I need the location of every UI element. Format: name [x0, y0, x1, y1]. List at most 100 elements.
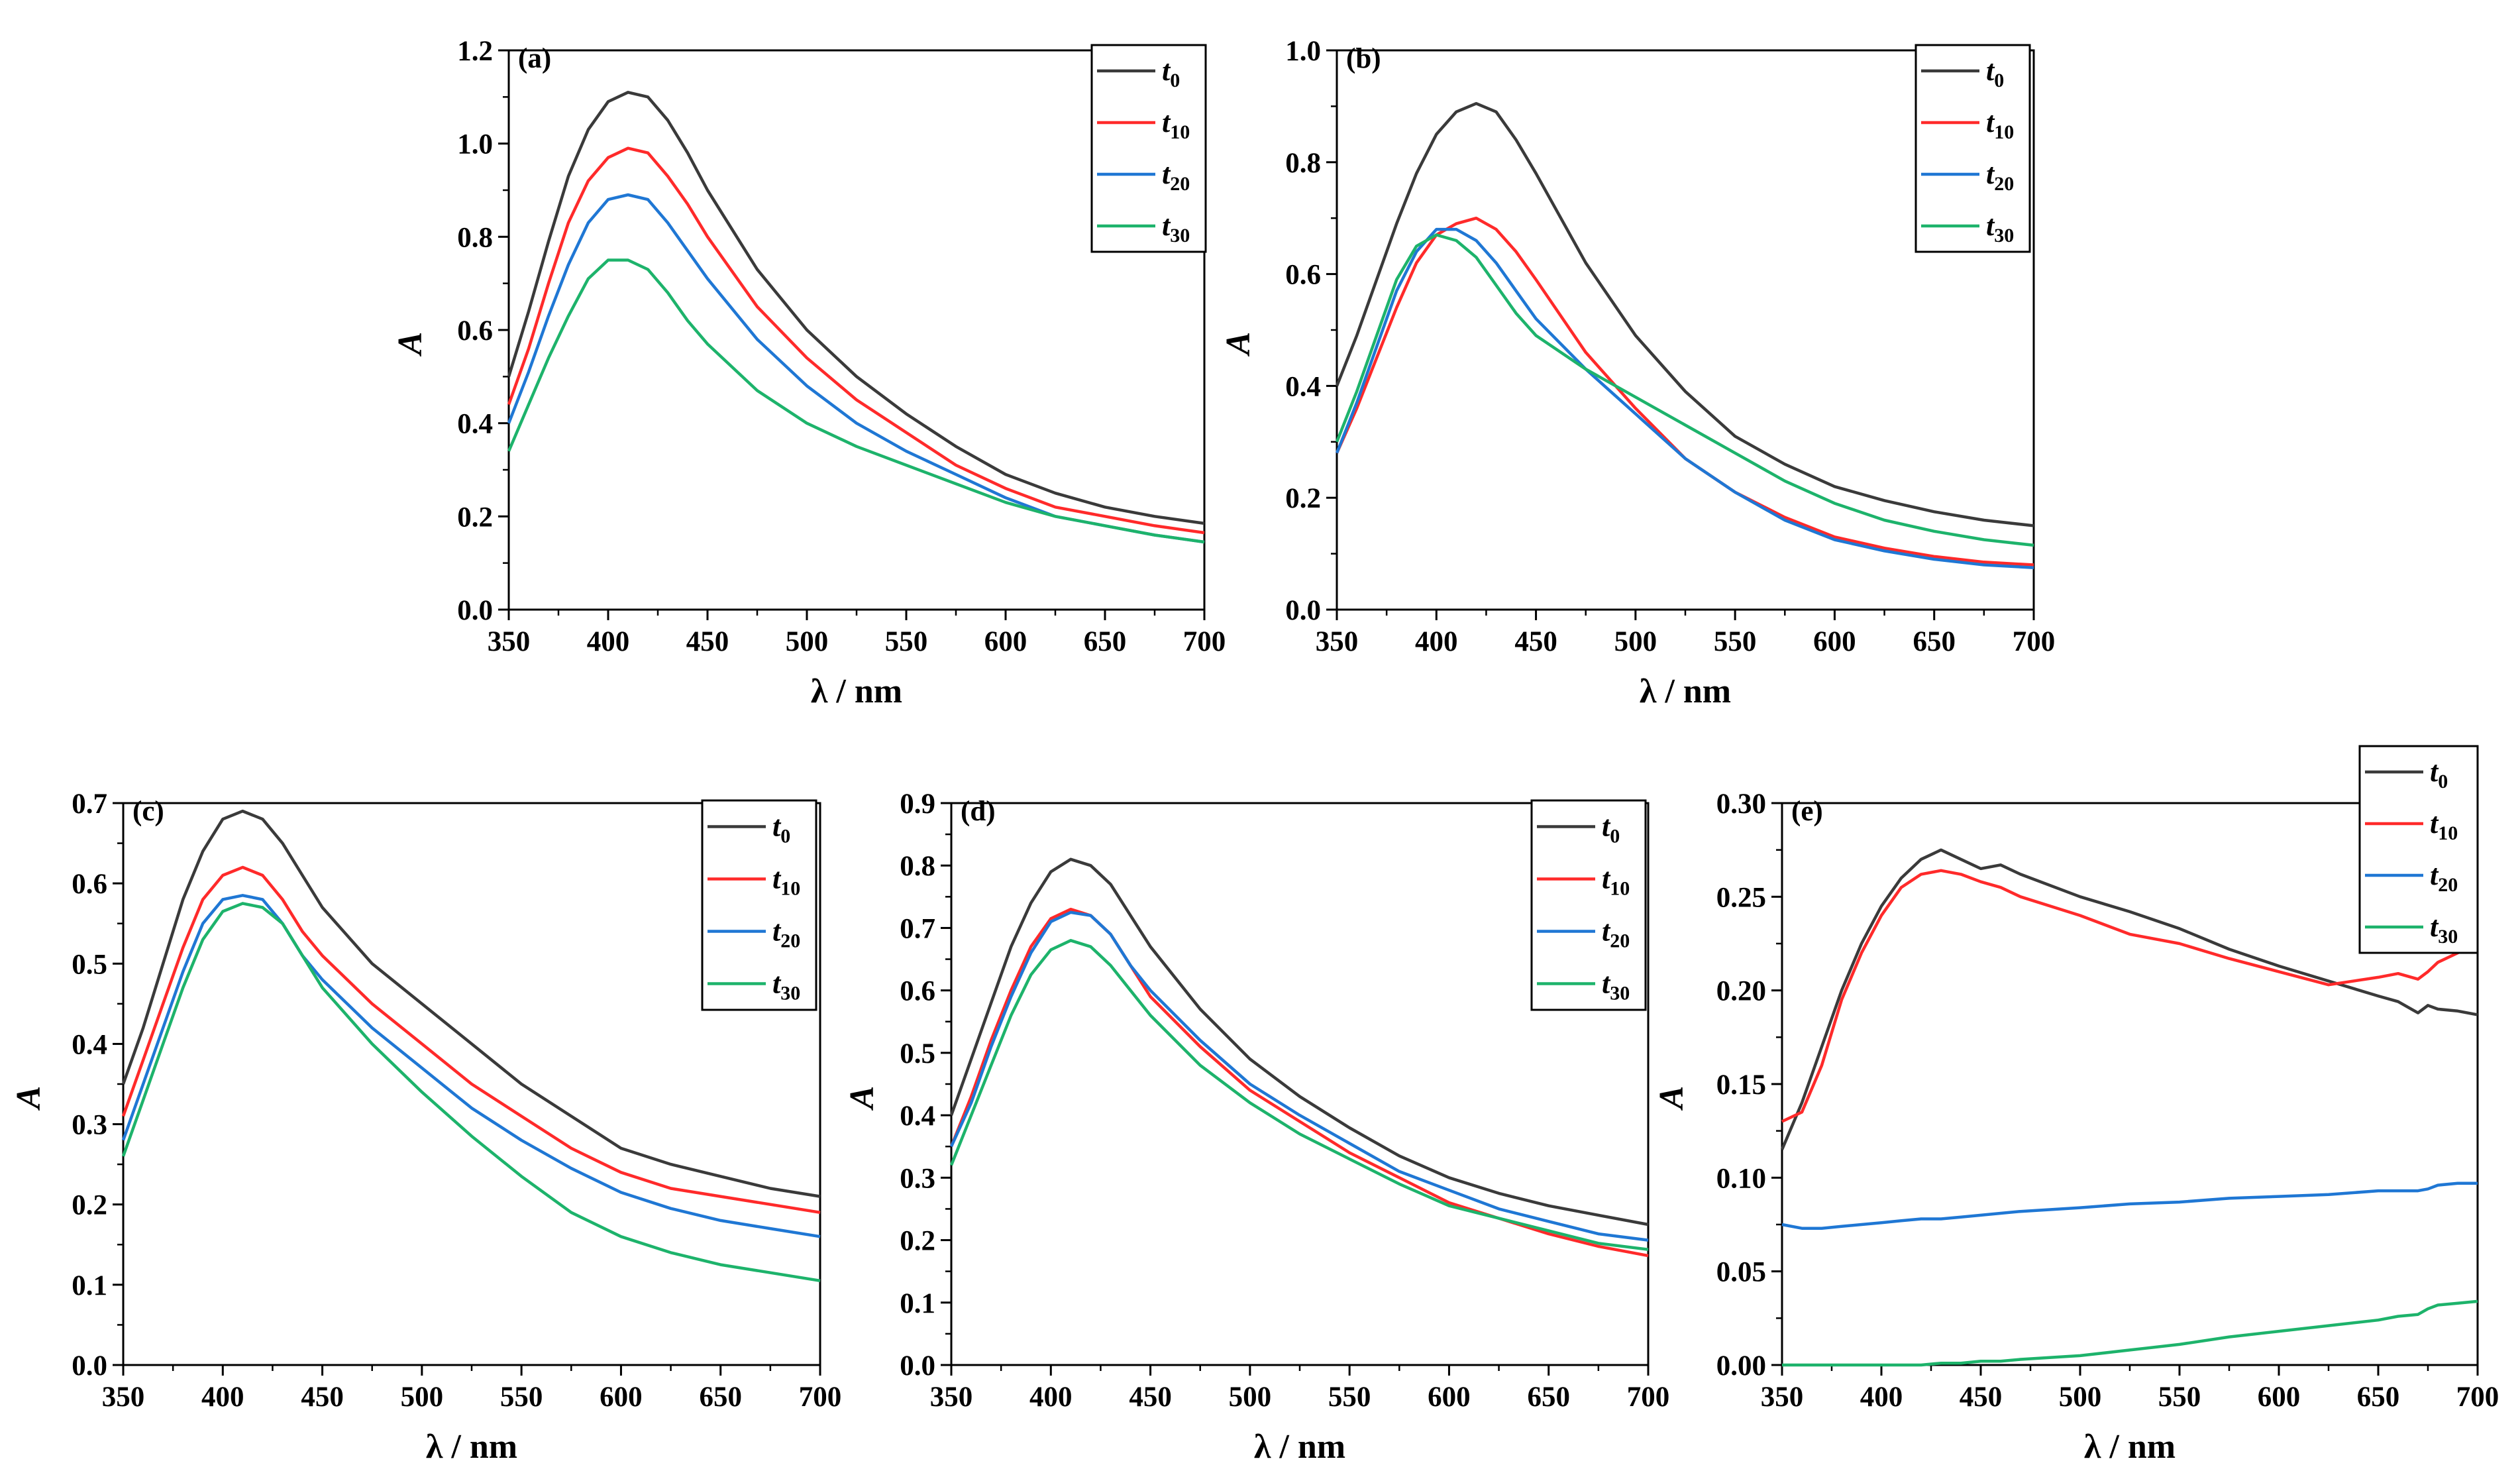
panel-label: (b): [1346, 43, 1381, 74]
panel-label: (e): [1791, 796, 1823, 827]
x-tick-label: 500: [401, 1382, 444, 1413]
x-tick-label: 550: [2158, 1382, 2201, 1413]
x-tick-label: 550: [500, 1382, 543, 1413]
y-tick-label: 0.2: [900, 1226, 935, 1257]
y-axis-title: A: [843, 1086, 881, 1111]
y-tick-label: 0.4: [900, 1101, 935, 1132]
x-tick-label: 600: [2258, 1382, 2301, 1413]
x-axis-title: λ / nm: [1254, 1428, 1345, 1466]
series-line-t10: [1781, 869, 2478, 1123]
y-tick-label: 0.0: [457, 595, 493, 626]
x-tick-label: 650: [2357, 1382, 2400, 1413]
y-axis-title: A: [392, 332, 429, 357]
series-line-t20: [949, 910, 1649, 1242]
x-tick-label: 550: [1328, 1382, 1371, 1413]
series-line-t10: [1335, 216, 2034, 567]
series-line-t20: [1335, 227, 2034, 569]
panel-label: (d): [961, 796, 996, 827]
x-tick-label: 600: [1428, 1382, 1471, 1413]
y-tick-label: 1.2: [457, 36, 493, 67]
y-tick-label: 0.20: [1716, 976, 1766, 1007]
y-tick-label: 0.4: [1285, 371, 1321, 402]
y-tick-label: 0.15: [1716, 1069, 1766, 1101]
x-tick-label: 400: [1860, 1382, 1903, 1413]
legend-box: [2358, 745, 2479, 954]
x-axis-title: λ / nm: [426, 1428, 517, 1466]
x-tick-label: 700: [2456, 1382, 2499, 1413]
series-line-t0: [949, 857, 1649, 1227]
x-tick-label: 600: [600, 1382, 643, 1413]
x-tick-label: 650: [1084, 626, 1127, 657]
panel-label: (c): [132, 796, 164, 827]
panel-c: 350 400 450 500 550 600 650 700 0.0 0.1 0.2 0.3 0.4 0…: [10, 789, 841, 1466]
x-tick-label: 550: [885, 626, 928, 657]
y-tick-label: 0.4: [457, 409, 493, 440]
panel-b: 350 400 450 500 550 600 650 700 0.0 0.2 0.4 0.6 0.8 1…: [1220, 36, 2055, 710]
x-tick-label: 350: [488, 626, 531, 657]
y-tick-label: 0.00: [1716, 1350, 1766, 1382]
y-tick-label: 0.7: [900, 913, 935, 944]
y-axis-title: A: [10, 1086, 48, 1111]
x-tick-label: 650: [1913, 626, 1956, 657]
y-tick-label: 0.2: [1285, 483, 1321, 514]
x-tick-label: 450: [1960, 1382, 2003, 1413]
x-tick-label: 350: [930, 1382, 973, 1413]
x-tick-label: 450: [1514, 626, 1557, 657]
x-tick-label: 500: [1614, 626, 1657, 657]
x-tick-label: 450: [1129, 1382, 1172, 1413]
y-tick-label: 0.6: [72, 869, 107, 900]
y-tick-label: 0.4: [72, 1029, 107, 1060]
y-tick-label: 0.5: [72, 949, 107, 980]
x-tick-label: 350: [102, 1382, 145, 1413]
y-tick-label: 0.1: [72, 1270, 107, 1301]
y-tick-label: 0.0: [900, 1350, 935, 1382]
x-tick-label: 500: [2059, 1382, 2102, 1413]
x-tick-label: 500: [786, 626, 829, 657]
series-line-t30: [121, 902, 821, 1283]
panel-d: 350 400 450 500 550 600 650 700 0.0 0.1 0.2 0.3 0.4 0…: [843, 789, 1669, 1466]
x-tick-label: 450: [686, 626, 729, 657]
x-axis-title: λ / nm: [1640, 673, 1731, 710]
y-tick-label: 0.25: [1716, 882, 1766, 913]
y-tick-label: 0.3: [72, 1110, 107, 1141]
series-line-t30: [949, 939, 1649, 1251]
panel-label: (a): [518, 43, 551, 74]
series-line-t30: [1335, 233, 2034, 547]
x-tick-label: 700: [1627, 1382, 1670, 1413]
series-line-t20: [121, 894, 821, 1238]
legend-box: [1915, 44, 2031, 253]
series-line-t0: [121, 809, 821, 1198]
x-tick-label: 650: [699, 1382, 742, 1413]
y-axis-title: A: [1653, 1086, 1691, 1111]
y-tick-label: 1.0: [457, 129, 493, 160]
x-tick-label: 650: [1527, 1382, 1570, 1413]
y-tick-label: 0.8: [457, 222, 493, 253]
y-tick-label: 0.2: [457, 502, 493, 533]
series-line-t30: [507, 258, 1205, 544]
x-tick-label: 400: [587, 626, 630, 657]
y-tick-label: 0.3: [900, 1163, 935, 1194]
x-tick-label: 550: [1714, 626, 1757, 657]
y-tick-label: 0.0: [72, 1350, 107, 1382]
series-line-t20: [1781, 1181, 2478, 1230]
y-tick-label: 0.8: [1285, 148, 1321, 179]
series-line-t30: [1782, 1299, 2478, 1367]
series-line-t0: [507, 91, 1205, 525]
x-tick-label: 500: [1229, 1382, 1272, 1413]
series-line-t0: [1780, 848, 2478, 1150]
y-tick-label: 0.6: [900, 976, 935, 1007]
x-tick-label: 400: [201, 1382, 244, 1413]
series-line-t10: [121, 865, 821, 1215]
series-line-t0: [1335, 101, 2034, 527]
y-tick-label: 0.05: [1716, 1257, 1766, 1288]
x-axis-title: λ / nm: [2084, 1428, 2176, 1466]
x-tick-label: 600: [1813, 626, 1856, 657]
y-axis-title: A: [1220, 332, 1257, 357]
x-tick-label: 700: [1183, 626, 1226, 657]
